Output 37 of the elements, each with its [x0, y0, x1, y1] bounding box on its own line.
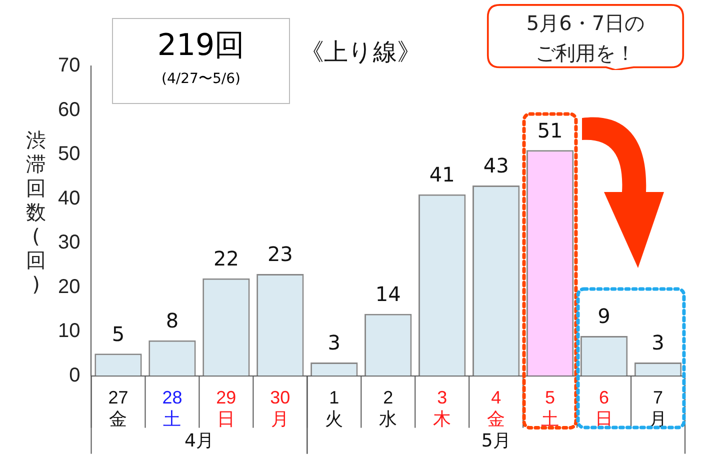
x-tick-label: 5 土: [541, 388, 560, 430]
y-axis-title: 渋滞回数(回): [25, 128, 47, 296]
y-tick-label: 40: [58, 187, 80, 210]
y-tick-label: 50: [58, 143, 80, 166]
y-tick-label: 60: [58, 98, 80, 121]
x-tick-label: 4 金: [487, 388, 506, 430]
x-tick-label: 27 金: [108, 388, 128, 430]
data-label: 23: [267, 242, 293, 266]
data-label: 43: [483, 154, 509, 178]
x-tick-label: 1 火: [325, 388, 344, 430]
x-tick-label: 2 水: [379, 388, 398, 430]
text: 219回: [156, 27, 246, 65]
x-tick-label: 7 月: [649, 388, 668, 430]
data-label: 9: [598, 304, 610, 328]
x-tick-label: 29 日: [216, 388, 236, 430]
data-label: 3: [328, 330, 341, 355]
data-label: 5: [112, 322, 125, 346]
annotation: (4/27〜5/6): [160, 70, 242, 88]
x-tick-label: 6 日: [595, 388, 614, 430]
data-label: 41: [429, 162, 455, 187]
data-label: 51: [537, 118, 563, 142]
data-label: 3: [652, 330, 664, 355]
y-tick-label: 0: [69, 364, 80, 386]
text: 5月: [481, 430, 511, 452]
data-label: 8: [166, 308, 179, 333]
data-label: 14: [375, 282, 401, 306]
y-tick-label: 30: [58, 232, 80, 254]
y-tick-label: 70: [58, 54, 80, 77]
x-tick-label: 3 木: [433, 388, 452, 430]
x-tick-label: 28 土: [162, 388, 182, 430]
y-tick-label: 20: [58, 276, 80, 298]
chart-title: 《上り線》: [300, 37, 421, 68]
text: 4月: [184, 430, 214, 452]
y-tick-label: 10: [58, 320, 80, 342]
data-label: 22: [213, 246, 239, 271]
x-tick-label: 30 月: [270, 388, 290, 430]
text: 5月6・7日のご利用を！: [525, 10, 646, 67]
